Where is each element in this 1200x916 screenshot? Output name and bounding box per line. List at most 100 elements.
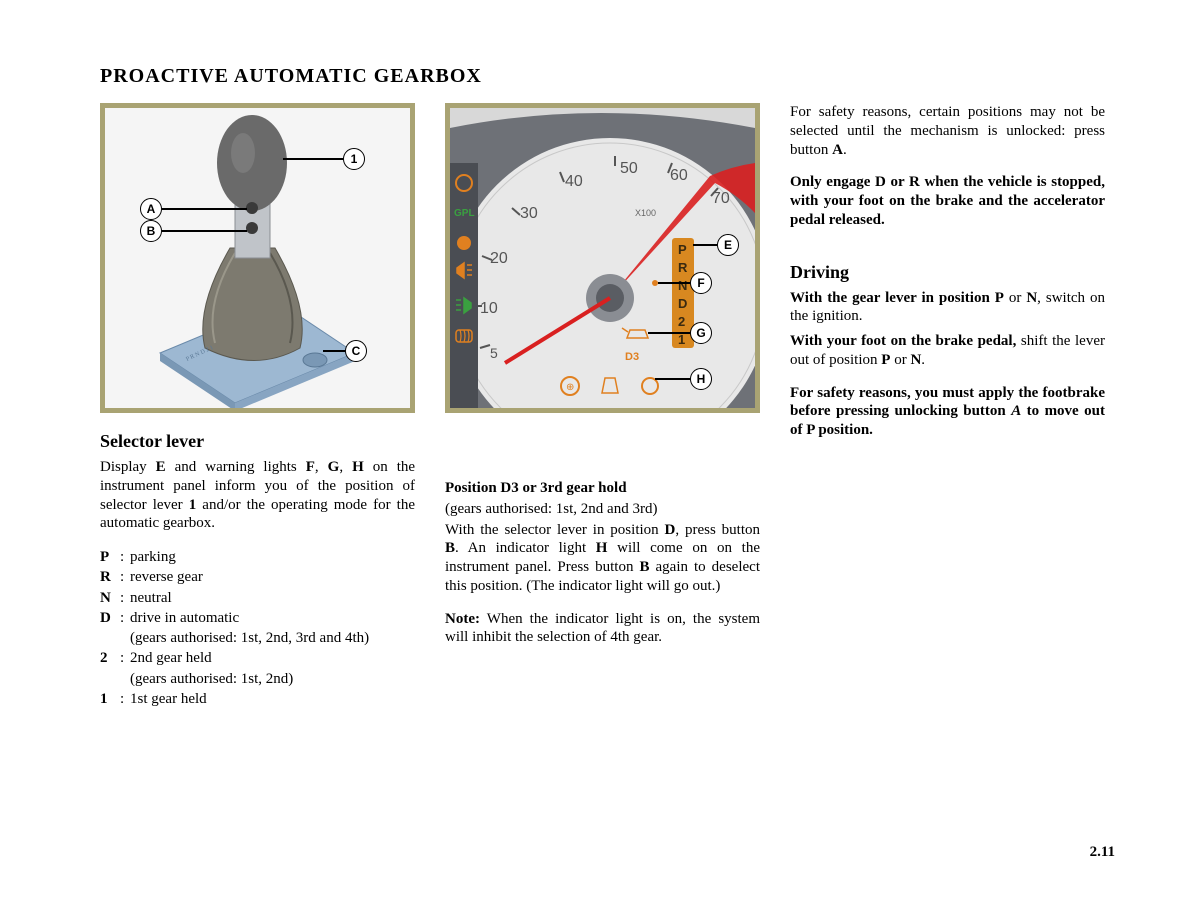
column-3: For safety reasons, certain positions ma… xyxy=(790,103,1105,709)
callout-B: B xyxy=(140,220,247,242)
t: . An indicator light xyxy=(455,540,596,556)
column-2: 5 10 20 30 40 50 60 70 X100 xyxy=(445,103,760,709)
t: . xyxy=(843,142,847,158)
figure-1-frame: 16000 xyxy=(100,103,415,413)
col3-para5: For safety reasons, you must apply the f… xyxy=(790,384,1105,440)
def-key: 1 xyxy=(100,689,120,709)
callout-bubble-H: H xyxy=(690,368,712,390)
colon: : xyxy=(120,648,130,668)
col3-para2: Only engage D or R when the vehicle is s… xyxy=(790,173,1105,229)
colon: : xyxy=(120,689,130,709)
def-key xyxy=(100,628,120,648)
t: G xyxy=(328,459,340,475)
svg-text:30: 30 xyxy=(520,205,538,222)
callout-C: C xyxy=(323,340,367,362)
t: With your foot on the brake pedal, xyxy=(790,333,1016,349)
svg-text:X100: X100 xyxy=(635,208,656,218)
callout-G: G xyxy=(648,322,712,344)
t: Display xyxy=(100,459,156,475)
colon xyxy=(120,669,130,689)
figure-2-frame: 5 10 20 30 40 50 60 70 X100 xyxy=(445,103,760,413)
t: Note: xyxy=(445,611,480,627)
def-val: parking xyxy=(130,547,415,567)
callout-bubble-E: E xyxy=(717,234,739,256)
page-number: 2.11 xyxy=(1090,844,1115,861)
svg-text:20: 20 xyxy=(490,250,508,267)
svg-text:D: D xyxy=(678,296,687,311)
colon: : xyxy=(120,547,130,567)
col3-para4: With your foot on the brake pedal, shift… xyxy=(790,332,1105,370)
def-row: 2:2nd gear held xyxy=(100,648,415,668)
svg-text:5: 5 xyxy=(490,345,498,361)
callout-bubble-F: F xyxy=(690,272,712,294)
t: or xyxy=(1004,290,1026,306)
svg-text:GPL: GPL xyxy=(454,208,475,219)
colon: : xyxy=(120,608,130,628)
def-val: (gears authorised: 1st, 2nd, 3rd and 4th… xyxy=(130,628,415,648)
t: D xyxy=(665,522,676,538)
col3-heading: Driving xyxy=(790,262,1105,283)
t: H xyxy=(596,540,608,556)
t: or xyxy=(890,352,910,368)
svg-text:D3: D3 xyxy=(625,351,639,363)
svg-text:⊕: ⊕ xyxy=(566,382,574,393)
def-row: P:parking xyxy=(100,547,415,567)
def-key: N xyxy=(100,588,120,608)
column-1: 16000 xyxy=(100,103,415,709)
columns-container: 16000 xyxy=(100,103,1125,709)
t: Position D3 or 3rd gear hold xyxy=(445,480,627,496)
def-row: 1:1st gear held xyxy=(100,689,415,709)
t: B xyxy=(639,559,649,575)
t: . xyxy=(921,352,925,368)
col3-para3: With the gear lever in position P or N, … xyxy=(790,289,1105,327)
t: E xyxy=(156,459,166,475)
t: and warning lights xyxy=(166,459,306,475)
def-row: (gears authorised: 1st, 2nd, 3rd and 4th… xyxy=(100,628,415,648)
def-row: N:neutral xyxy=(100,588,415,608)
col2-para1: With the selector lever in position D, p… xyxy=(445,521,760,596)
t: B xyxy=(445,540,455,556)
svg-text:60: 60 xyxy=(670,167,688,184)
t: With the gear lever in position P xyxy=(790,290,1004,306)
def-val: (gears authorised: 1st, 2nd) xyxy=(130,669,415,689)
t: With the selector lever in position xyxy=(445,522,665,538)
definition-list: P:parking R:reverse gear N:neutral D:dri… xyxy=(100,547,415,709)
def-key xyxy=(100,669,120,689)
t: , xyxy=(315,459,328,475)
t: F xyxy=(306,459,315,475)
col2-note: Note: When the indicator light is on, th… xyxy=(445,610,760,648)
def-val: neutral xyxy=(130,588,415,608)
callout-bubble-B: B xyxy=(140,220,162,242)
def-key: P xyxy=(100,547,120,567)
callout-bubble-1: 1 xyxy=(343,148,365,170)
svg-text:50: 50 xyxy=(620,160,638,177)
page-title: PROACTIVE AUTOMATIC GEARBOX xyxy=(100,65,1125,88)
col3-para1: For safety reasons, certain positions ma… xyxy=(790,103,1105,159)
callout-H: H xyxy=(655,368,712,390)
dashboard-illustration: 5 10 20 30 40 50 60 70 X100 xyxy=(450,108,755,408)
t: When the indicator light is on, the syst… xyxy=(445,611,760,646)
t: , press button xyxy=(675,522,760,538)
t: H xyxy=(352,459,364,475)
callout-A: A xyxy=(140,198,247,220)
col1-para1: Display E and warning lights F, G, H on … xyxy=(100,458,415,533)
callout-bubble-C: C xyxy=(345,340,367,362)
t: A xyxy=(832,142,843,158)
callout-1: 1 xyxy=(283,148,365,170)
callout-bubble-A: A xyxy=(140,198,162,220)
def-key: 2 xyxy=(100,648,120,668)
def-key: D xyxy=(100,608,120,628)
svg-text:P: P xyxy=(678,242,687,257)
colon: : xyxy=(120,588,130,608)
col1-heading: Selector lever xyxy=(100,431,415,452)
def-val: reverse gear xyxy=(130,567,415,587)
def-key: R xyxy=(100,567,120,587)
t: , xyxy=(339,459,352,475)
callout-E: E xyxy=(693,234,739,256)
col2-heading: Position D3 or 3rd gear hold xyxy=(445,479,760,498)
svg-text:40: 40 xyxy=(565,173,583,190)
colon xyxy=(120,628,130,648)
svg-text:10: 10 xyxy=(480,300,498,317)
def-row: (gears authorised: 1st, 2nd) xyxy=(100,669,415,689)
def-val: drive in automatic xyxy=(130,608,415,628)
